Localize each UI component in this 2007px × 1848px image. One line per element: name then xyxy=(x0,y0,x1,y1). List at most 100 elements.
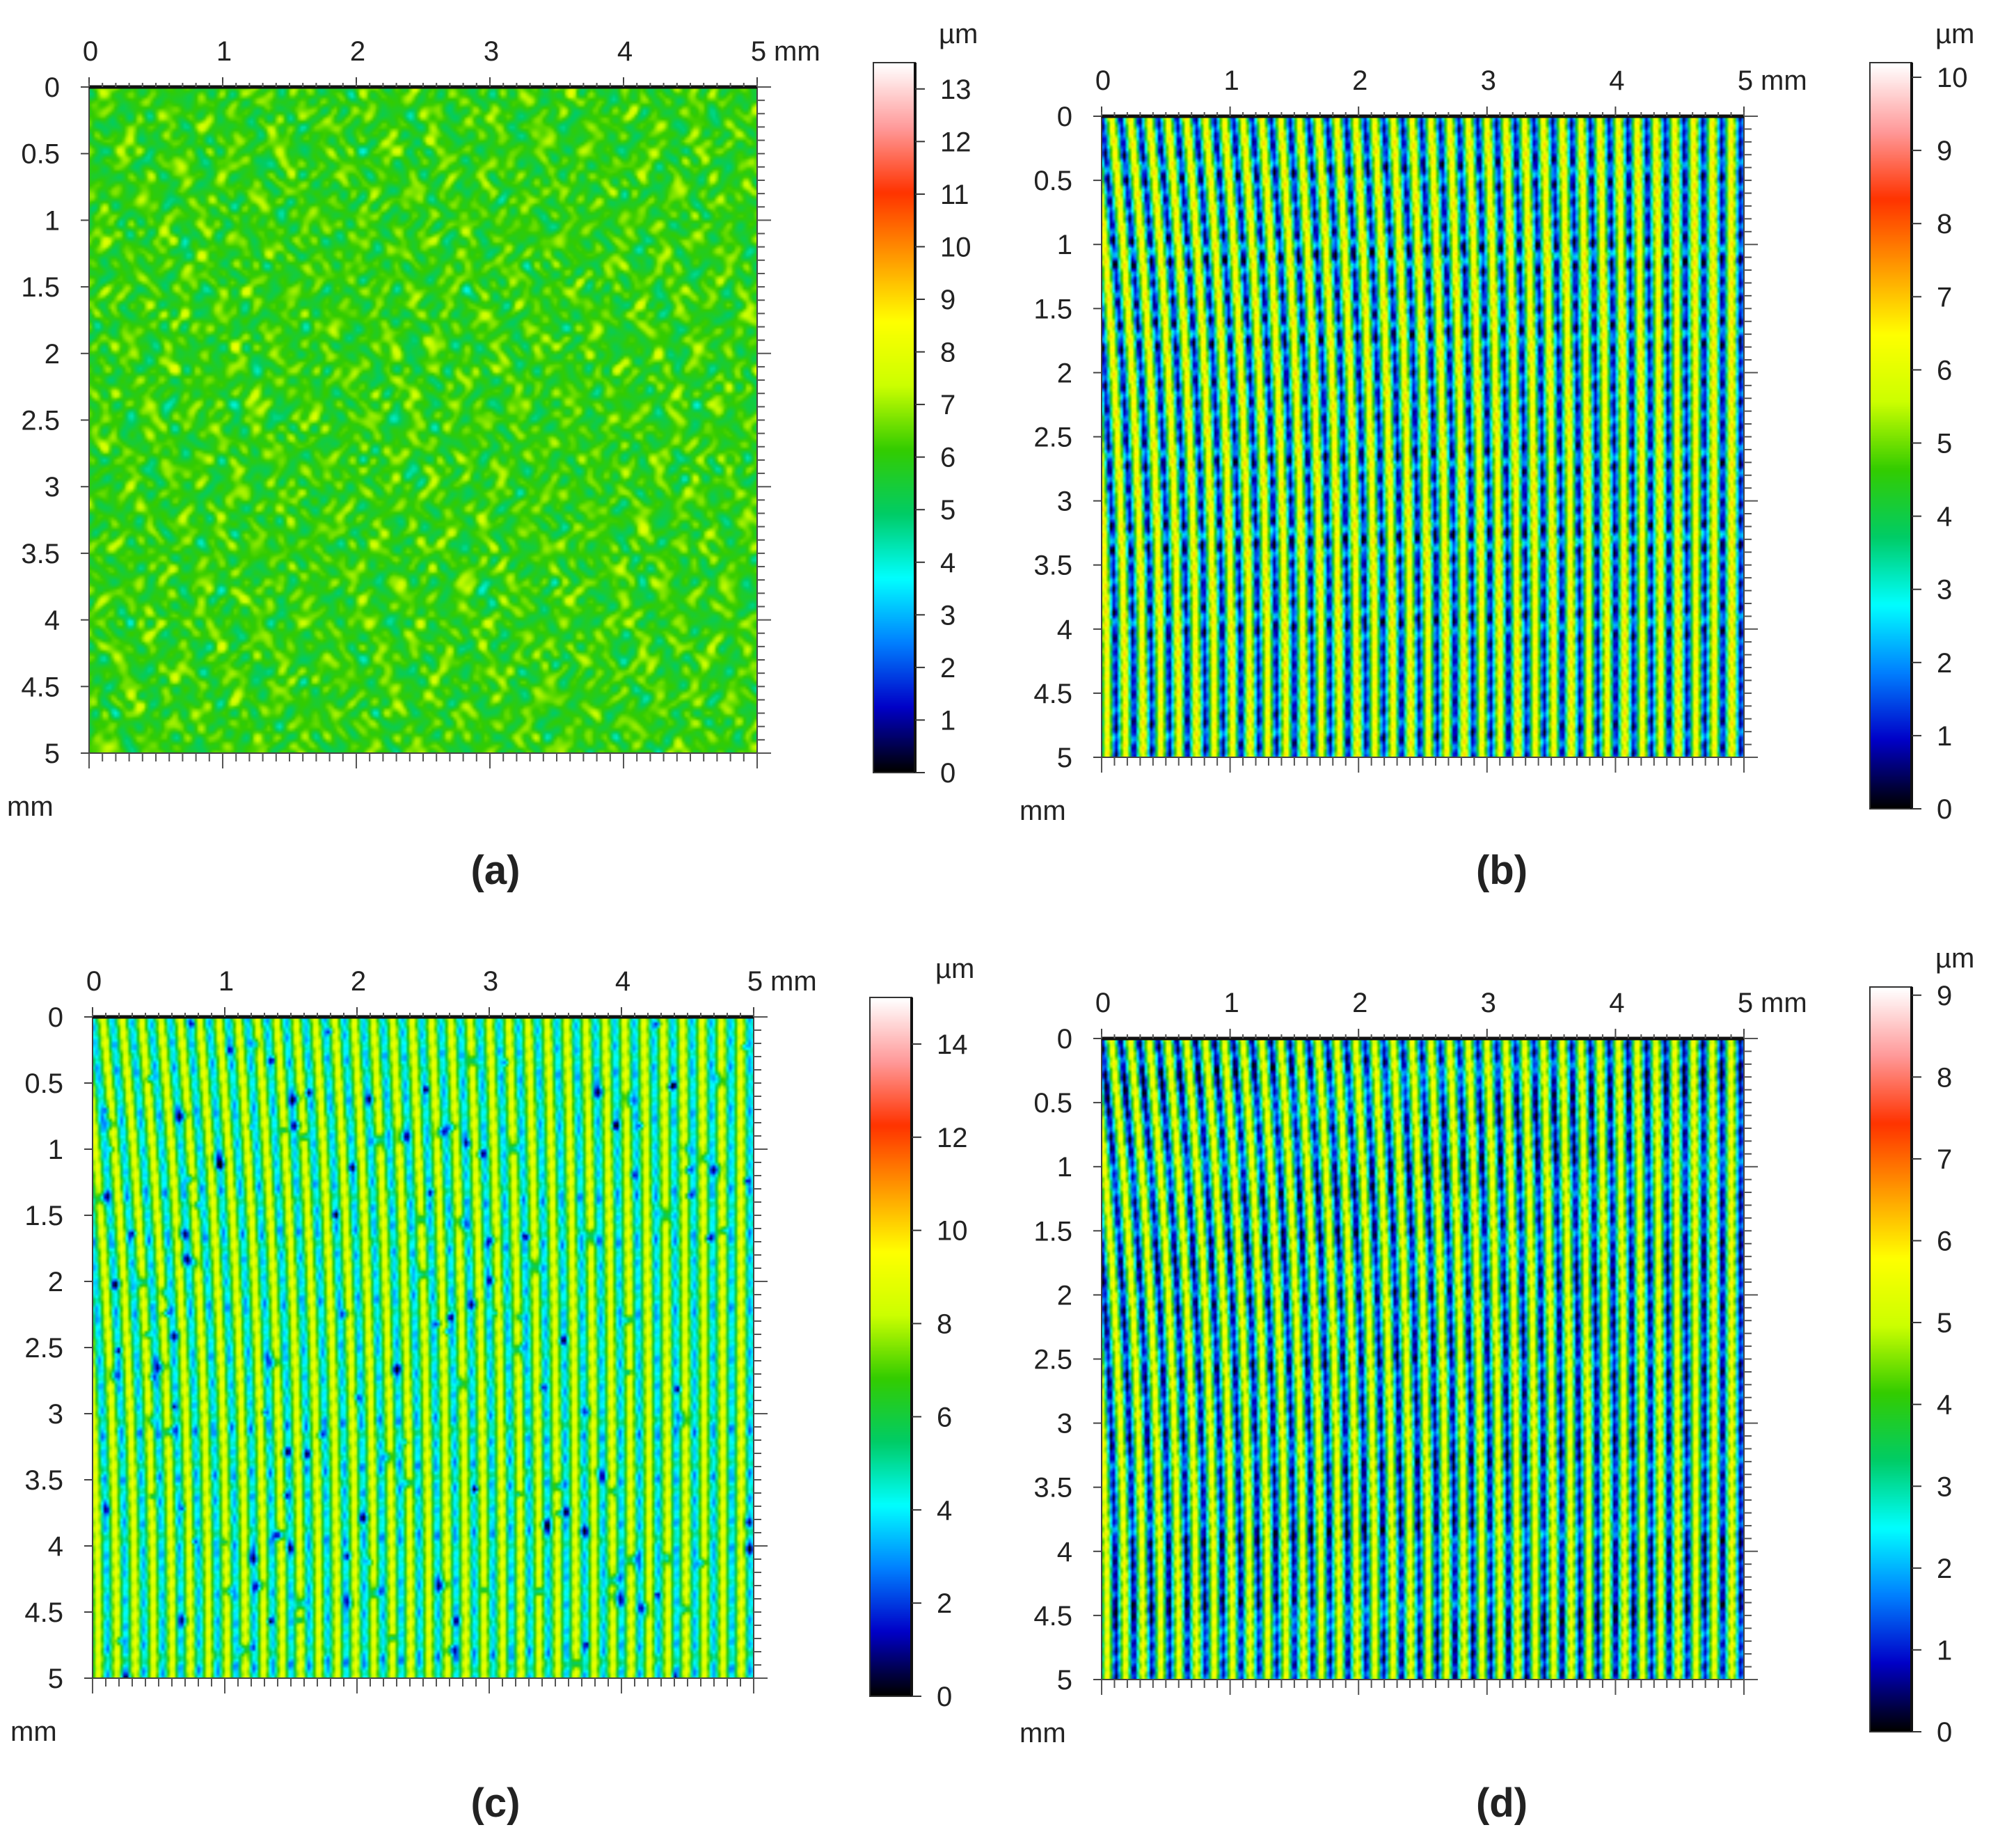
y-tick-label: 4.5 xyxy=(1033,1601,1072,1632)
panel-c: 0 1 2 3 4 5 mm00.511.522.533.544.55mm024681012… xyxy=(10,954,974,1826)
y-tick-label: 0.5 xyxy=(24,1068,63,1099)
y-tick-label: 3.5 xyxy=(24,1465,63,1496)
colorbar-tick-label: 14 xyxy=(937,1029,968,1060)
x-tick-label: 5 xyxy=(747,966,763,997)
y-tick-label: 4.5 xyxy=(24,1597,63,1628)
y-tick-label: 4.5 xyxy=(1033,679,1072,709)
colorbar-tick-label: 5 xyxy=(940,495,955,526)
y-tick-label: 1 xyxy=(1057,1152,1072,1183)
colorbar: 0 1 2 3 4 5 6 7 8 9 10 µm xyxy=(1869,19,1974,825)
y-tick-label: 0.5 xyxy=(1033,1088,1072,1119)
colorbar-tick-label: 8 xyxy=(940,338,955,368)
surface-map xyxy=(1102,116,1744,757)
colorbar-tick-label: 0 xyxy=(937,1682,952,1712)
x-unit-label: mm xyxy=(770,966,817,997)
x-unit-label: mm xyxy=(774,36,820,67)
x-tick-label: 0 xyxy=(1095,65,1111,96)
y-unit-label: mm xyxy=(7,791,54,822)
y-tick-label: 1.5 xyxy=(24,1201,63,1231)
y-tick-label: 0 xyxy=(48,1002,63,1033)
colorbar-tick-label: 8 xyxy=(1937,1062,1952,1093)
x-tick-label: 1 xyxy=(1223,988,1239,1018)
colorbar-tick-label: 3 xyxy=(1937,1471,1952,1502)
y-tick-label: 5 xyxy=(48,1664,63,1694)
colorbar-gradient xyxy=(1870,63,1912,809)
x-tick-label: 5 xyxy=(751,36,766,67)
y-tick-label: 1.5 xyxy=(1033,294,1072,324)
y-tick-label: 1 xyxy=(48,1135,63,1165)
colorbar-tick-label: 0 xyxy=(940,758,955,789)
y-tick-label: 4 xyxy=(1057,1537,1072,1567)
colorbar-tick-label: 8 xyxy=(937,1309,952,1340)
y-tick-label: 3 xyxy=(48,1399,63,1430)
y-tick-label: 4.5 xyxy=(21,672,60,702)
x-tick-label: 4 xyxy=(1609,65,1624,96)
colorbar-tick-label: 4 xyxy=(1937,502,1952,532)
y-tick-label: 3.5 xyxy=(1033,551,1072,581)
colorbar-tick-label: 2 xyxy=(1937,648,1952,679)
panel-a: 0 1 2 3 4 5 mm00.511.522.533.544.55mm012345678… xyxy=(7,19,978,893)
colorbar-tick-label: 2 xyxy=(940,653,955,684)
y-tick-label: 3 xyxy=(1057,1409,1072,1439)
colorbar-tick-label: 0 xyxy=(1937,794,1952,825)
x-tick-label: 0 xyxy=(86,966,102,997)
colorbar: 0 1 2 3 4 5 6 7 8 9 µm xyxy=(1869,943,1974,1748)
surface-map xyxy=(93,1017,754,1678)
colorbar-tick-label: 6 xyxy=(1937,1226,1952,1257)
colorbar-tick-label: 9 xyxy=(940,285,955,315)
x-tick-label: 1 xyxy=(1223,65,1239,96)
x-tick-label: 3 xyxy=(1481,65,1496,96)
x-unit-label: mm xyxy=(1761,988,1807,1018)
colorbar-unit: µm xyxy=(1935,19,1974,49)
surface-map xyxy=(89,87,757,753)
colorbar-tick-label: 3 xyxy=(1937,575,1952,606)
y-tick-label: 0 xyxy=(1057,102,1072,132)
colorbar-tick-label: 2 xyxy=(937,1588,952,1619)
surface-map xyxy=(1102,1038,1744,1680)
x-tick-label: 1 xyxy=(216,36,232,67)
y-tick-label: 5 xyxy=(1057,743,1072,773)
panel-d: 0 1 2 3 4 5 mm 0 0.5 1 1.5 2 2.5 3 3.5 4 4.5 5 mm 0 1 2 3 4 5 6 7 8… xyxy=(1020,943,1974,1826)
colorbar-tick-label: 8 xyxy=(1937,209,1952,239)
x-tick-label: 2 xyxy=(1352,988,1367,1018)
colorbar-tick-label: 9 xyxy=(1937,136,1952,166)
y-tick-label: 2 xyxy=(1057,1280,1072,1311)
colorbar-tick-label: 6 xyxy=(1937,355,1952,386)
panel-label: (b) xyxy=(1476,848,1528,893)
y-tick-label: 2 xyxy=(48,1267,63,1297)
y-tick-label: 2 xyxy=(1057,358,1072,388)
x-tick-label: 3 xyxy=(483,966,498,997)
y-unit-label: mm xyxy=(10,1716,57,1747)
colorbar-tick-label: 6 xyxy=(940,443,955,473)
x-tick-label: 2 xyxy=(351,966,366,997)
y-tick-label: 0.5 xyxy=(21,139,60,170)
colorbar-tick-label: 7 xyxy=(1937,1144,1952,1175)
colorbar-gradient xyxy=(873,63,915,773)
colorbar-tick-label: 7 xyxy=(940,390,955,420)
colorbar-tick-label: 11 xyxy=(940,180,969,210)
colorbar-gradient xyxy=(1870,987,1912,1732)
y-tick-label: 2.5 xyxy=(1033,422,1072,453)
y-tick-label: 4 xyxy=(1057,615,1072,645)
y-tick-label: 3 xyxy=(45,472,60,503)
y-tick-label: 3.5 xyxy=(1033,1473,1072,1503)
panel-b: 0 1 2 3 4 5 mm 0 0.5 1 1.5 2 2.5 3 3.5 4 4.5 5 mm 0 1 2 3 4 5 6 7 8… xyxy=(1020,19,1974,893)
y-tick-label: 0.5 xyxy=(1033,166,1072,196)
y-tick-label: 4 xyxy=(45,606,60,636)
x-tick-label: 2 xyxy=(1352,65,1367,96)
colorbar-tick-label: 10 xyxy=(940,232,971,262)
y-tick-label: 2.5 xyxy=(21,406,60,436)
x-tick-label: 0 xyxy=(83,36,98,67)
y-tick-label: 2.5 xyxy=(1033,1345,1072,1375)
x-tick-label: 4 xyxy=(1609,988,1624,1018)
y-tick-label: 0 xyxy=(45,72,60,103)
colorbar-unit: µm xyxy=(935,954,974,984)
y-tick-label: 5 xyxy=(1057,1665,1072,1696)
y-tick-label: 1 xyxy=(45,205,60,236)
y-tick-label: 3 xyxy=(1057,487,1072,517)
colorbar-tick-label: 12 xyxy=(937,1123,968,1153)
y-tick-label: 2.5 xyxy=(24,1333,63,1364)
x-tick-label: 1 xyxy=(219,966,234,997)
x-tick-label: 2 xyxy=(350,36,365,67)
x-tick-label: 3 xyxy=(484,36,499,67)
